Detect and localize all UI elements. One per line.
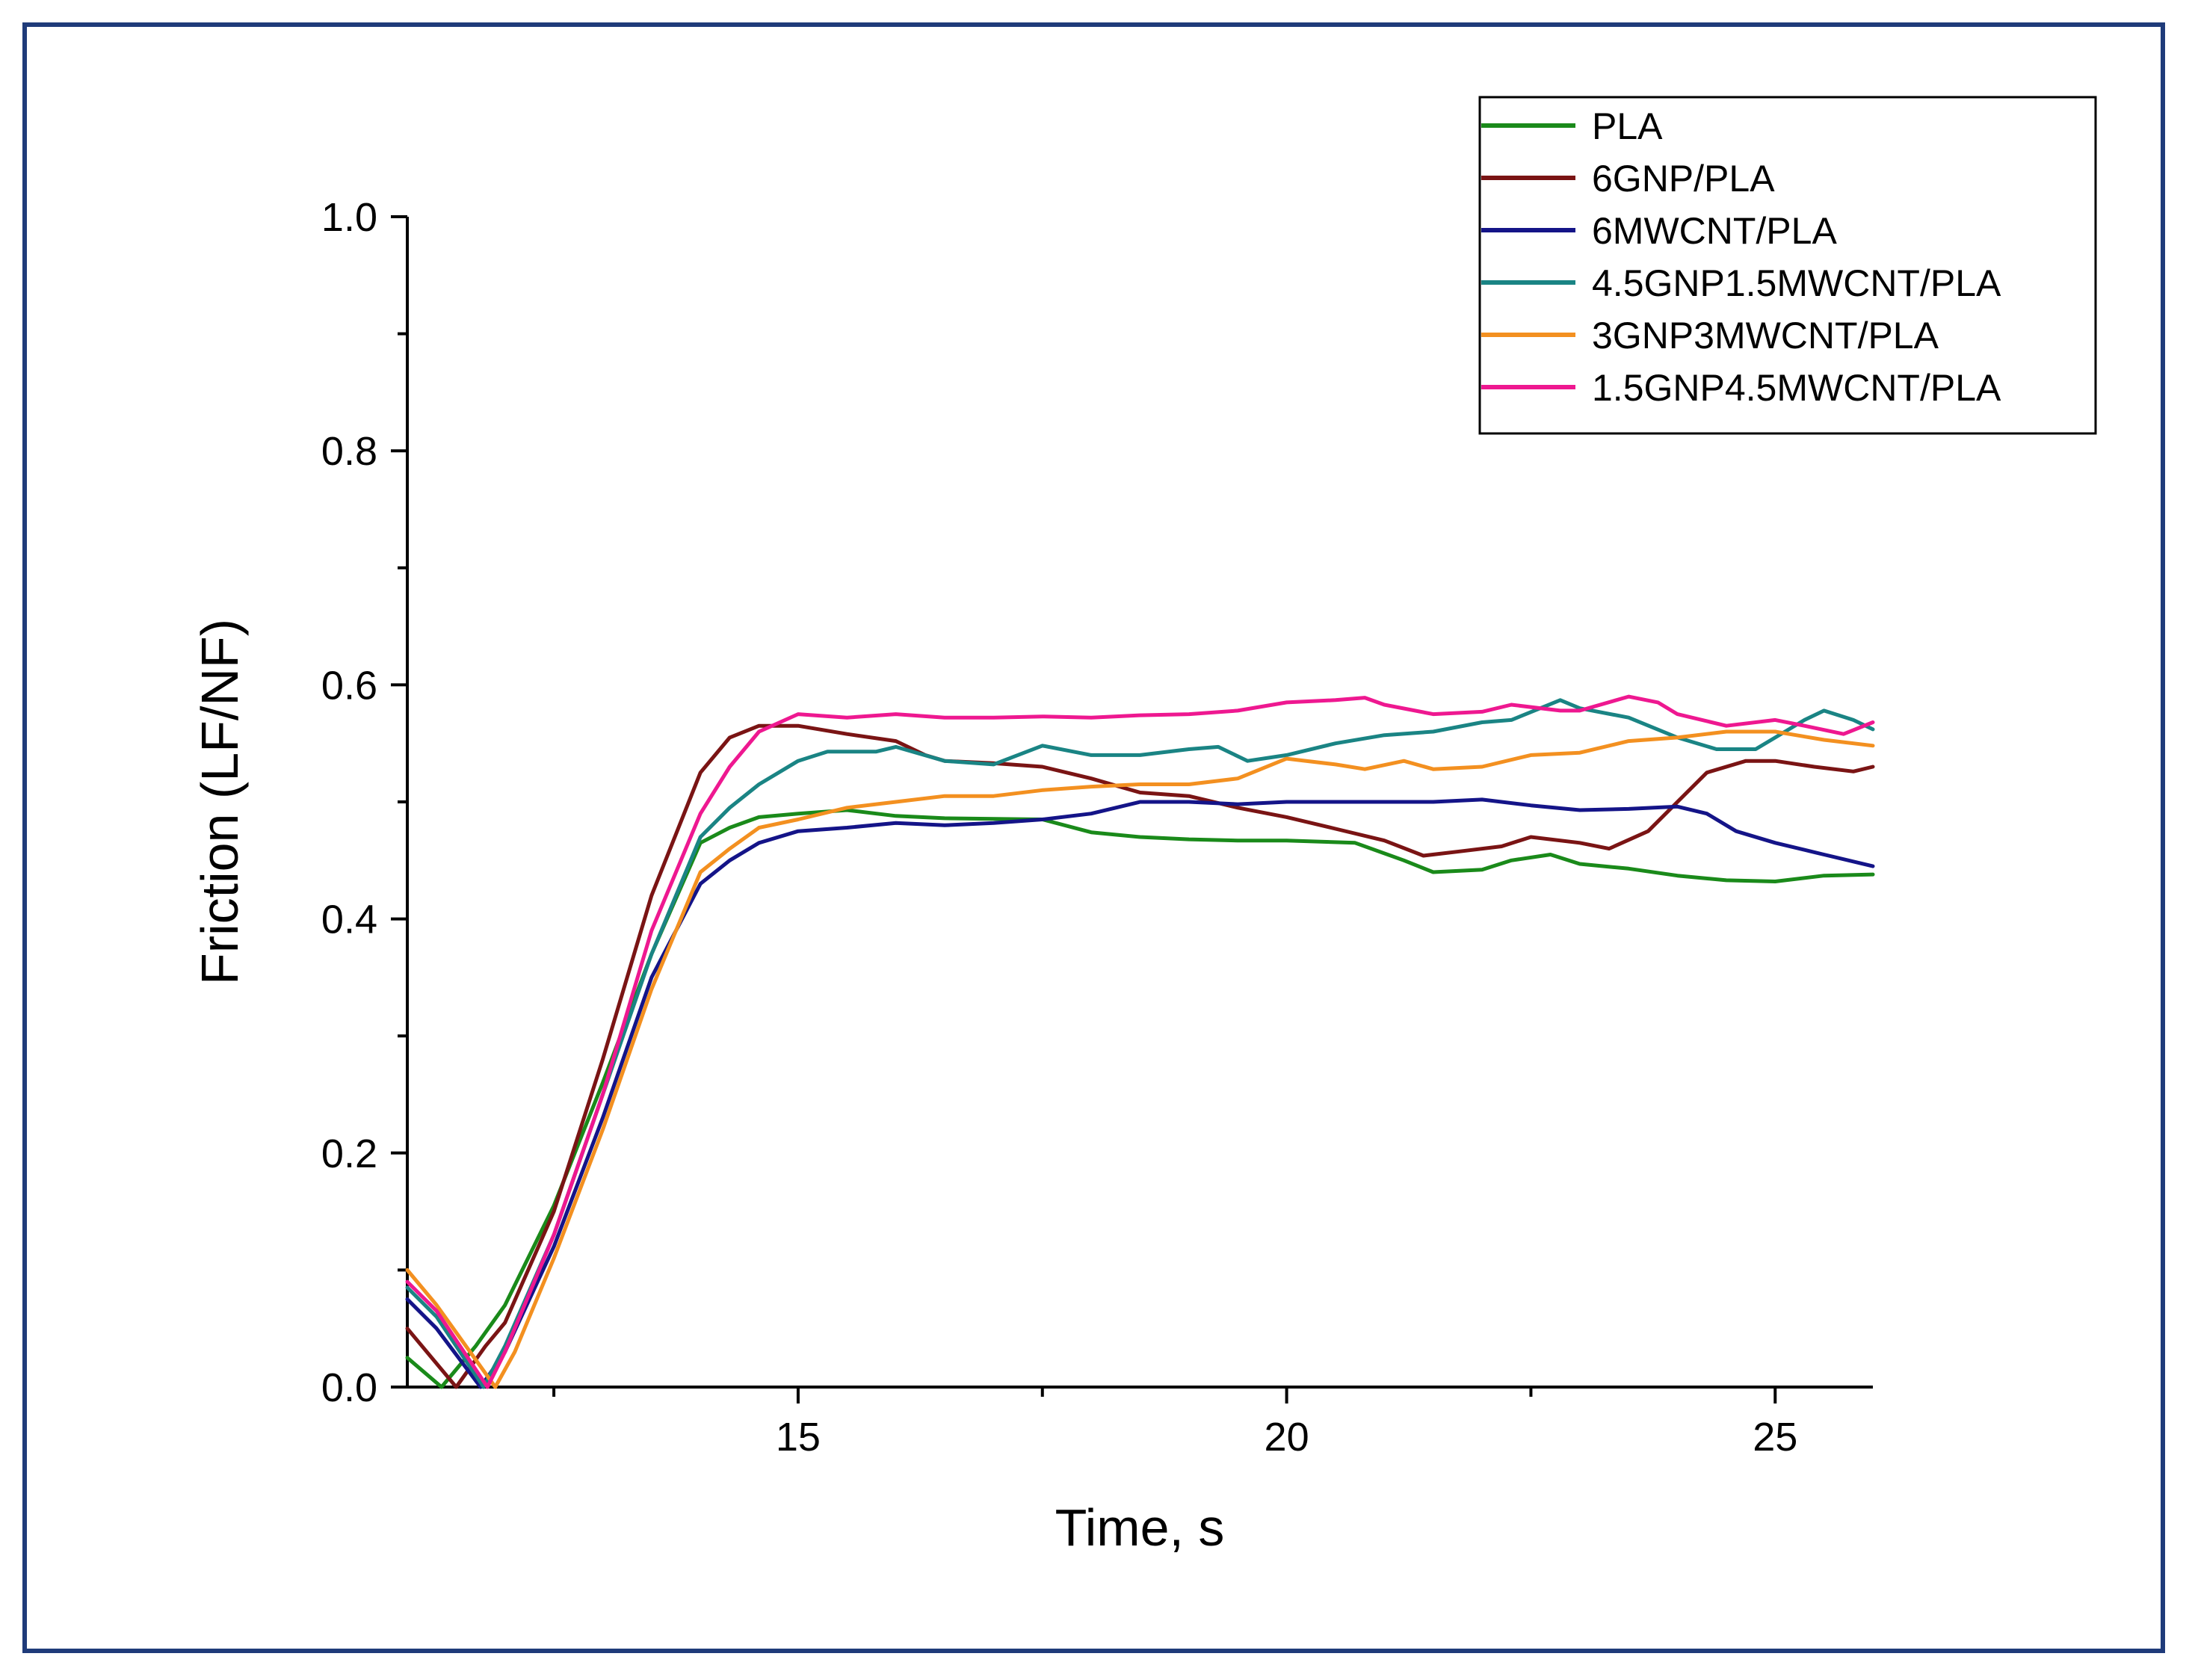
y-tick-label: 0.6 — [321, 663, 377, 708]
legend-label: 6MWCNT/PLA — [1592, 210, 1837, 252]
series-line-6mwcnt-pla — [405, 797, 1875, 1389]
x-tick-label: 20 — [1265, 1415, 1309, 1460]
legend: PLA 6GNP/PLA 6MWCNT/PLA 4.5GNP1.5MWCNT/PLA 3… — [1478, 96, 2097, 435]
x-axis-title: Time, s — [1055, 1498, 1225, 1557]
y-tick-label: 0.0 — [321, 1365, 377, 1410]
y-ticks: 0.0 0.2 0.4 0.6 0.8 1.0 — [321, 195, 407, 1410]
x-ticks: 15 20 25 — [552, 1387, 1797, 1460]
series-lines — [405, 694, 1875, 1389]
legend-label: 1.5GNP4.5MWCNT/PLA — [1592, 367, 2001, 409]
series-line-3gnp3mwcnt-pla — [405, 729, 1875, 1389]
y-tick-label: 0.8 — [321, 429, 377, 474]
series-line-1-5gnp4-5mwcnt-pla — [405, 694, 1875, 1389]
y-tick-label: 0.2 — [321, 1131, 377, 1176]
legend-label: PLA — [1592, 105, 1663, 147]
legend-box — [1478, 96, 2097, 435]
legend-items: PLA 6GNP/PLA 6MWCNT/PLA 4.5GNP1.5MWCNT/PLA 3… — [1481, 105, 2001, 409]
y-tick-label: 1.0 — [321, 195, 377, 240]
series-line-pla — [405, 808, 1875, 1389]
legend-label: 4.5GNP1.5MWCNT/PLA — [1592, 262, 2001, 304]
x-tick-label: 25 — [1753, 1415, 1797, 1460]
series-line-4-5gnp1-5mwcnt-pla — [405, 698, 1875, 1389]
y-axis-title: Friction (LF/NF) — [191, 619, 249, 985]
x-tick-label: 15 — [776, 1415, 821, 1460]
y-tick-label: 0.4 — [321, 898, 377, 942]
legend-label: 6GNP/PLA — [1592, 158, 1775, 200]
legend-label: 3GNP3MWCNT/PLA — [1592, 315, 1939, 356]
